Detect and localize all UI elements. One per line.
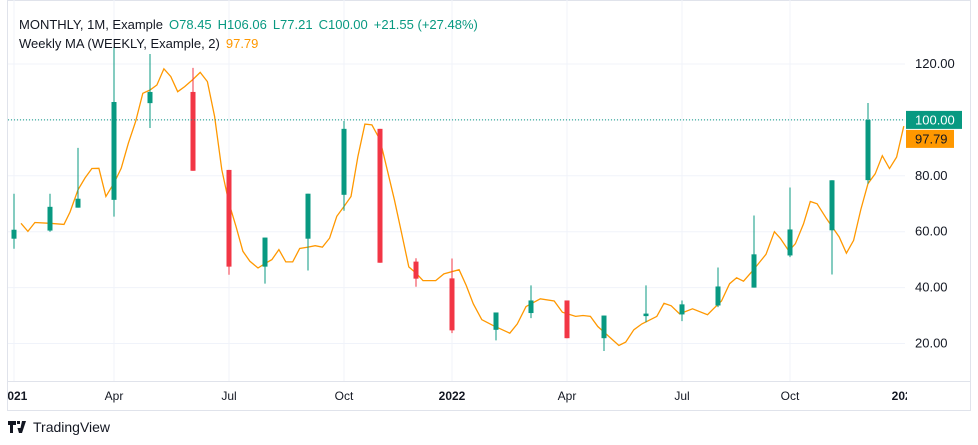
candle — [190, 67, 196, 171]
ma-line — [20, 67, 905, 347]
legend-ma-value: 97.79 — [225, 36, 259, 51]
legend-change: +21.55 (+27.48%) — [373, 17, 478, 32]
candle-body — [305, 193, 311, 239]
time-tick-label: 2023 — [892, 389, 919, 403]
ma-value-badge — [906, 129, 954, 148]
legend-low: L77.21 — [272, 17, 313, 32]
last-price-badge — [906, 110, 962, 129]
time-tick-label: Jul — [674, 389, 689, 403]
time-tick-label: Oct — [781, 389, 800, 403]
legend-ma: Weekly MA (WEEKLY, Example, 2) 97.79 — [19, 36, 264, 51]
candle — [601, 315, 607, 352]
candle — [75, 147, 81, 208]
candle — [47, 193, 53, 232]
time-tick-label: 2021 — [1, 389, 28, 403]
candle-body — [564, 300, 570, 339]
candle-body — [47, 206, 53, 231]
candle — [493, 312, 499, 341]
candle — [829, 180, 835, 275]
price-tick-label: 20.00 — [915, 336, 948, 351]
price-tick-label: 40.00 — [915, 280, 948, 295]
candle — [147, 53, 153, 129]
candle-body — [341, 128, 347, 195]
candle — [305, 193, 311, 271]
time-tick-label: Jul — [221, 389, 236, 403]
candle — [377, 128, 383, 263]
legend-open: O78.45 — [169, 17, 212, 32]
candle — [11, 193, 17, 249]
candle — [449, 258, 455, 334]
candle-body — [865, 119, 871, 181]
candle-body — [829, 180, 835, 231]
candle — [564, 300, 570, 339]
time-tick-label: Apr — [558, 389, 577, 403]
price-tick-label: 60.00 — [915, 224, 948, 239]
price-badges: 100.00 97.79 — [906, 110, 962, 148]
candle — [341, 121, 347, 211]
candle-body — [449, 278, 455, 331]
candle-body — [715, 286, 721, 306]
legend-ma-label[interactable]: Weekly MA (WEEKLY, Example, 2) — [19, 36, 220, 51]
last-price-label: 100.00 — [915, 112, 955, 127]
candle-body — [413, 261, 419, 279]
candle-body — [11, 229, 17, 239]
candle-body — [226, 169, 232, 267]
tradingview-logo-text: TradingView — [33, 419, 111, 435]
candle-body — [147, 91, 153, 104]
price-axis[interactable]: 20.00 40.00 60.00 80.00 120.00 — [915, 56, 955, 351]
candle — [413, 258, 419, 287]
time-axis[interactable]: 2021 Apr Jul Oct 2022 Apr Jul Oct 2023 — [1, 389, 919, 403]
chart-frame — [7, 0, 971, 411]
price-tick-label: 80.00 — [915, 168, 948, 183]
time-tick-label: 2022 — [439, 389, 466, 403]
tradingview-branding[interactable]: TradingView — [8, 419, 110, 435]
candle-body — [528, 300, 534, 314]
candle-body — [377, 128, 383, 263]
candle — [679, 300, 685, 322]
legend-high: H106.06 — [217, 17, 267, 32]
candle-body — [787, 229, 793, 256]
time-tick-label: Apr — [105, 389, 124, 403]
candle-body — [643, 313, 649, 317]
price-tick-label: 120.00 — [915, 56, 955, 71]
candle-body — [601, 315, 607, 339]
ma-value-label: 97.79 — [915, 131, 948, 146]
candle — [226, 169, 232, 275]
candle-body — [262, 237, 268, 267]
candle-body — [679, 304, 685, 315]
candle-body — [751, 254, 757, 288]
candle-body — [75, 198, 81, 208]
candle — [715, 267, 721, 308]
candle — [643, 285, 649, 323]
candle-body — [493, 312, 499, 330]
legend-main: MONTHLY, 1M, Example O78.45 H106.06 L77.21 C… — [19, 17, 484, 32]
candle — [865, 102, 871, 184]
candle-series — [11, 47, 871, 352]
candle — [262, 237, 268, 284]
candle — [787, 187, 793, 258]
tradingview-logo-icon — [8, 421, 26, 433]
candle-body — [111, 102, 117, 200]
candle — [528, 285, 534, 319]
legend-close: C100.00 — [318, 17, 368, 32]
time-tick-label: Oct — [335, 389, 354, 403]
legend-symbol[interactable]: MONTHLY, 1M, Example — [19, 17, 164, 32]
candle-body — [190, 91, 196, 171]
candle — [751, 215, 757, 288]
candle — [111, 47, 117, 217]
